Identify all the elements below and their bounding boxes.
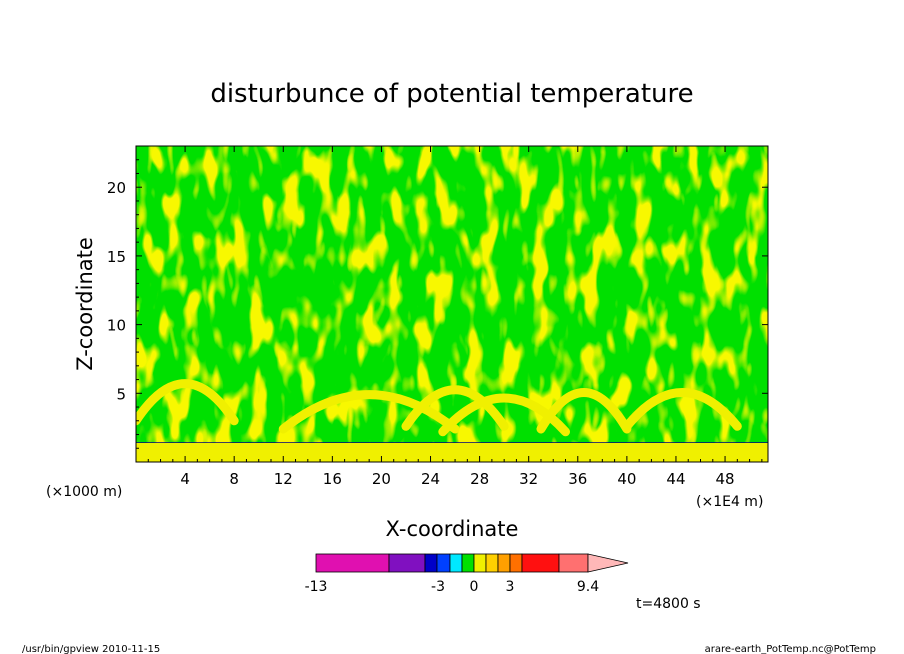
colorbar-segment [558, 553, 589, 573]
x-tick-label: 12 [274, 470, 293, 488]
footer-right: arare-earth_PotTemp.nc@PotTemp [705, 644, 876, 654]
x-tick-label: 4 [180, 470, 190, 488]
time-label: t=4800 s [636, 596, 701, 612]
x-tick-label: 48 [716, 470, 735, 488]
colorbar-segment [485, 553, 499, 573]
x-tick-label: 32 [519, 470, 538, 488]
x-tick-label: 44 [666, 470, 685, 488]
x-axis: 4 8 12 16 20 24 28 32 36 40 44 48 [147, 146, 763, 488]
colorbar-tick-label: -3 [431, 579, 445, 595]
x-tick-label: 24 [421, 470, 440, 488]
y-axis-label: Z-coordinate [73, 237, 97, 371]
x-unit-label: (×1E4 m) [696, 494, 763, 510]
y-tick-label: 15 [107, 248, 126, 266]
x-axis-label: X-coordinate [386, 517, 519, 541]
colorbar-tick-label: 9.4 [577, 579, 599, 595]
x-tick-label: 8 [229, 470, 239, 488]
y-axis: 5 10 15 20 [107, 159, 768, 449]
yellow-arch-band [278, 390, 460, 434]
colorbar-segment [388, 553, 426, 573]
yellow-arch-band [401, 385, 509, 431]
colorbar-segment [521, 553, 560, 573]
colorbar-tick-label: 0 [470, 579, 479, 595]
yellow-blob-texture-fine [136, 146, 768, 446]
colorbar [315, 553, 629, 573]
yellow-arch-band [536, 388, 632, 434]
colorbar-segment [436, 553, 451, 573]
x-tick-label: 40 [617, 470, 636, 488]
colorbar-segment [424, 553, 438, 573]
yellow-arch-band [622, 388, 742, 431]
colorbar-segment [497, 553, 511, 573]
colorbar-segment [509, 553, 523, 573]
surface-layer-band [136, 443, 768, 462]
y-tick-label: 20 [107, 179, 126, 197]
x-tick-label: 20 [372, 470, 391, 488]
colorbar-tick-label: 3 [506, 579, 515, 595]
colorbar-segment [315, 553, 390, 573]
colorbar-segment [449, 553, 463, 573]
footer-left: /usr/bin/gpview 2010-11-15 [22, 644, 160, 654]
colorbar-tick-labels: -13 -3 0 3 9.4 [305, 579, 600, 595]
colorbar-tick-label: -13 [305, 579, 328, 595]
yellow-arch-band [136, 379, 239, 426]
y-tick-label: 10 [107, 317, 126, 335]
colorbar-arrow [587, 553, 629, 573]
yellow-arch-bands [136, 379, 768, 444]
contour-plot-area [136, 146, 768, 462]
chart-title: disturbunce of potential temperature [210, 79, 693, 109]
x-tick-label: 28 [470, 470, 489, 488]
y-tick-label: 5 [116, 385, 126, 403]
y-unit-label: (×1000 m) [46, 484, 122, 500]
x-tick-label: 36 [568, 470, 587, 488]
colorbar-segment [473, 553, 487, 573]
colorbar-segment [461, 553, 475, 573]
x-tick-label: 16 [323, 470, 342, 488]
plot-frame [135, 145, 769, 463]
